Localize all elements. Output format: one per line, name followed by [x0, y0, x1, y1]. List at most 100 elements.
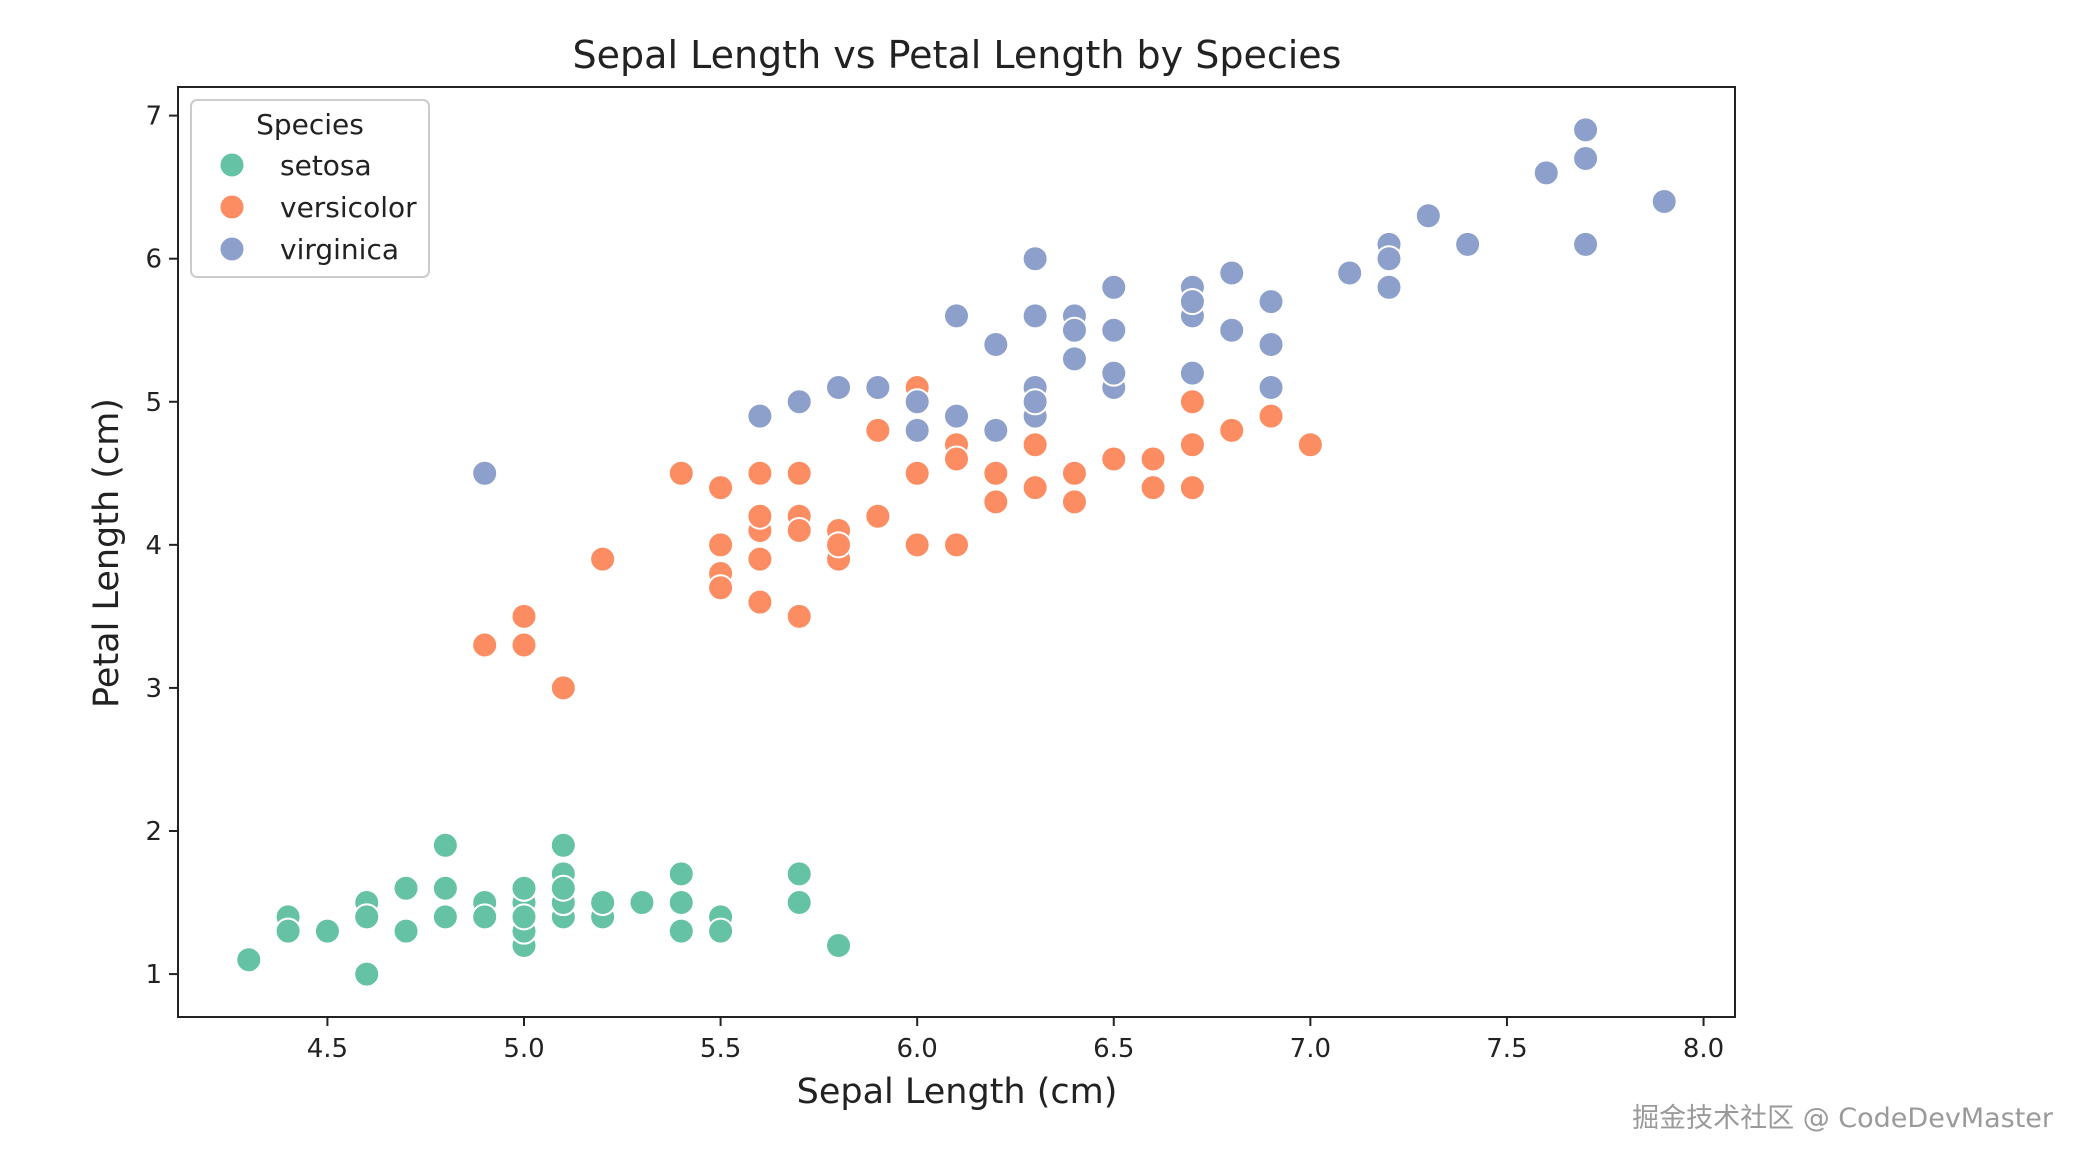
- data-point-virginica: [1021, 388, 1049, 416]
- data-point-setosa: [353, 903, 381, 931]
- legend-title: Species: [256, 108, 364, 141]
- data-point-setosa: [313, 917, 341, 945]
- data-point-virginica: [1060, 345, 1088, 373]
- data-point-versicolor: [903, 459, 931, 487]
- data-point-versicolor: [707, 574, 735, 602]
- data-point-setosa: [549, 874, 577, 902]
- x-tick-label: 6.0: [897, 1034, 938, 1064]
- data-point-versicolor: [1257, 402, 1285, 430]
- data-point-versicolor: [1178, 431, 1206, 459]
- data-point-virginica: [1572, 230, 1600, 258]
- data-point-versicolor: [510, 602, 538, 630]
- data-point-versicolor: [825, 531, 853, 559]
- data-point-setosa: [667, 917, 695, 945]
- y-axis-ticks: 1 2 3 4 5 6 7: [145, 102, 178, 990]
- y-tick-label: 2: [145, 817, 162, 847]
- data-point-versicolor: [589, 545, 617, 573]
- data-point-virginica: [1178, 359, 1206, 387]
- legend-label-versicolor: versicolor: [280, 191, 417, 224]
- data-point-setosa: [392, 917, 420, 945]
- data-point-versicolor: [1218, 416, 1246, 444]
- data-point-versicolor: [1139, 474, 1167, 502]
- data-point-virginica: [1021, 245, 1049, 273]
- data-point-virginica: [1178, 288, 1206, 316]
- legend-marker-versicolor: [218, 193, 246, 221]
- data-point-versicolor: [510, 631, 538, 659]
- data-point-versicolor: [1100, 445, 1128, 473]
- data-point-versicolor: [1060, 459, 1088, 487]
- data-point-setosa: [707, 917, 735, 945]
- data-point-versicolor: [943, 531, 970, 559]
- data-point-versicolor: [1139, 445, 1167, 473]
- data-point-setosa: [235, 946, 263, 974]
- data-point-virginica: [1414, 202, 1442, 230]
- data-point-virginica: [982, 331, 1010, 359]
- data-point-virginica: [1572, 116, 1600, 144]
- data-point-versicolor: [982, 488, 1010, 516]
- y-tick-label: 3: [145, 674, 162, 704]
- data-point-virginica: [1100, 316, 1128, 344]
- data-point-setosa: [785, 860, 813, 888]
- legend-label-virginica: virginica: [280, 233, 399, 266]
- data-point-setosa: [785, 889, 813, 917]
- data-point-virginica: [1532, 159, 1560, 187]
- data-point-virginica: [1218, 259, 1246, 287]
- y-tick-label: 6: [145, 245, 162, 275]
- data-point-virginica: [1100, 359, 1128, 387]
- x-axis-label: Sepal Length (cm): [797, 1072, 1118, 1112]
- data-points: [235, 116, 1678, 988]
- legend-label-setosa: setosa: [280, 149, 372, 182]
- y-tick-label: 1: [145, 960, 162, 990]
- x-tick-label: 5.0: [503, 1034, 544, 1064]
- data-point-virginica: [903, 388, 931, 416]
- data-point-setosa: [471, 903, 499, 931]
- data-point-virginica: [785, 388, 813, 416]
- data-point-versicolor: [785, 517, 813, 545]
- legend-box: [190, 99, 430, 278]
- data-point-versicolor: [746, 588, 774, 616]
- data-point-virginica: [746, 402, 774, 430]
- data-point-virginica: [943, 302, 970, 330]
- data-point-versicolor: [707, 531, 735, 559]
- watermark: 掘金技术社区 @ CodeDevMaster: [1632, 1103, 2053, 1134]
- data-point-versicolor: [1021, 431, 1049, 459]
- data-point-virginica: [1572, 145, 1600, 173]
- data-point-setosa: [628, 889, 656, 917]
- data-point-virginica: [1060, 316, 1088, 344]
- y-tick-label: 7: [145, 102, 162, 132]
- data-point-versicolor: [864, 502, 892, 530]
- data-point-versicolor: [746, 459, 774, 487]
- data-point-versicolor: [864, 416, 892, 444]
- x-tick-label: 7.5: [1486, 1034, 1527, 1064]
- data-point-versicolor: [1296, 431, 1324, 459]
- data-point-versicolor: [982, 459, 1010, 487]
- data-point-setosa: [667, 889, 695, 917]
- data-point-setosa: [392, 874, 420, 902]
- x-tick-label: 8.0: [1683, 1034, 1724, 1064]
- data-point-virginica: [1336, 259, 1364, 287]
- data-point-versicolor: [943, 445, 970, 473]
- data-point-virginica: [825, 373, 853, 401]
- x-tick-label: 4.5: [307, 1034, 348, 1064]
- data-point-versicolor: [903, 531, 931, 559]
- plot-frame: [177, 86, 1736, 1018]
- x-axis-ticks: 4.5 5.0 5.5 6.0 6.5 7.0 7.5 8.0: [307, 1017, 1724, 1064]
- legend-marker-virginica: [218, 235, 246, 263]
- data-point-virginica: [943, 402, 970, 430]
- y-axis-label: Petal Length (cm): [87, 398, 127, 708]
- data-point-versicolor: [1021, 474, 1049, 502]
- data-point-virginica: [1100, 273, 1128, 301]
- data-point-virginica: [1257, 373, 1285, 401]
- y-tick-label: 5: [145, 388, 162, 418]
- data-point-versicolor: [707, 474, 735, 502]
- data-point-setosa: [589, 889, 617, 917]
- data-point-virginica: [1218, 316, 1246, 344]
- y-tick-label: 4: [145, 531, 162, 561]
- x-tick-label: 7.0: [1290, 1034, 1331, 1064]
- data-point-virginica: [982, 416, 1010, 444]
- data-point-setosa: [431, 831, 459, 859]
- data-point-versicolor: [785, 459, 813, 487]
- data-point-virginica: [1257, 288, 1285, 316]
- data-point-virginica: [1454, 230, 1482, 258]
